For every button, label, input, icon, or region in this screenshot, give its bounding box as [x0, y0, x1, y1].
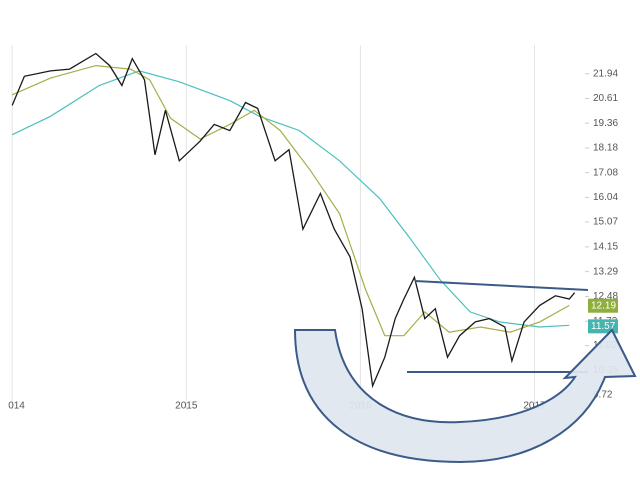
y-tick-label: 16.04: [593, 192, 618, 203]
y-tick-label: 17.08: [593, 167, 618, 178]
series-line: [11, 70, 570, 328]
y-tick-label: 21.94: [593, 68, 618, 79]
series-line: [11, 64, 570, 337]
y-tick-label: 9.72: [593, 390, 613, 401]
series-line: [11, 52, 576, 389]
y-tick-label: 18.18: [593, 143, 618, 154]
x-tick-label: 2015: [175, 401, 198, 412]
trend-line: [414, 280, 589, 291]
price-badge-label: 11.57: [591, 321, 616, 332]
curved-arrow: [293, 328, 637, 464]
plot-area: 01420152016201721.9420.6119.3618.1817.08…: [8, 45, 618, 412]
x-tick-label: 2017: [523, 401, 546, 412]
price-badge-label: 12.19: [591, 300, 616, 311]
y-tick-label: 19.36: [593, 118, 618, 129]
x-tick-label: 014: [8, 401, 25, 412]
y-tick-label: 15.07: [593, 217, 618, 228]
annotations: [293, 280, 637, 464]
price-badge: [588, 319, 618, 334]
y-tick-label: 13.29: [593, 266, 618, 277]
price-badge: [588, 298, 618, 313]
y-tick-label: 14.15: [593, 242, 618, 253]
y-tick-label: 12.48: [593, 291, 618, 302]
y-tick-label: 20.61: [593, 93, 618, 104]
